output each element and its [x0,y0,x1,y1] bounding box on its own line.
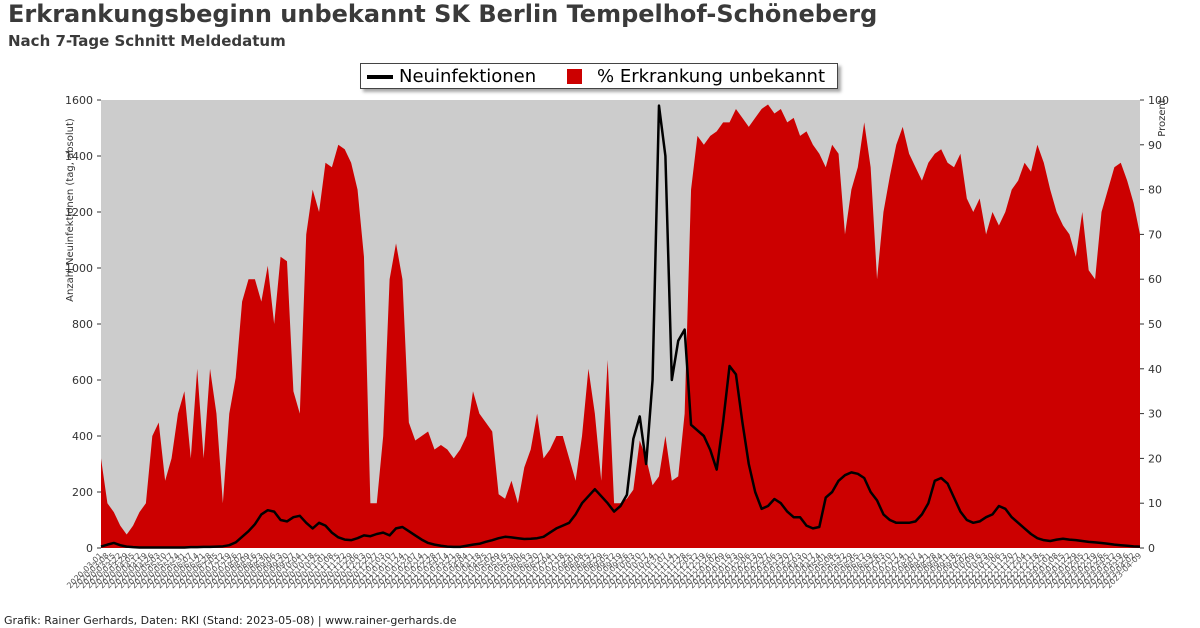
left-tick-label: 1600 [65,94,93,107]
left-axis-label: Anzahl Neuinfektionen (tag, absolut) [65,118,76,302]
right-axis: 0 10 20 30 40 50 60 70 80 90 100 [1140,94,1169,555]
right-tick-label: 100 [1148,94,1169,107]
left-tick-label: 200 [72,486,93,499]
legend-area-swatch [567,69,582,84]
left-tick-label: 600 [72,374,93,387]
series-area-erkrankung-unbekannt [101,104,1140,548]
legend: Neuinfektionen % Erkrankung unbekannt [360,63,838,89]
right-tick-label: 50 [1148,318,1162,331]
left-tick-label: 1200 [65,206,93,219]
legend-line-swatch [367,75,393,79]
series-line-neuinfektionen [100,104,1141,549]
chart-subtitle: Nach 7-Tage Schnitt Meldedatum [8,32,286,50]
right-tick-label: 80 [1148,184,1162,197]
chart-title: Erkrankungsbeginn unbekannt SK Berlin Te… [8,0,878,28]
right-tick-label: 60 [1148,273,1162,286]
left-tick-label: 0 [86,542,93,555]
left-tick-label: 1400 [65,150,93,163]
right-tick-label: 40 [1148,363,1162,376]
legend-label-erkrankung-unbekannt: % Erkrankung unbekannt [597,66,826,87]
x-axis: 2020-03-012020-03-082020-03-152020-03-22… [65,551,1143,590]
right-tick-label: 30 [1148,408,1162,421]
right-tick-label: 10 [1148,497,1162,510]
right-tick-label: 0 [1148,542,1155,555]
footer-credit: Grafik: Rainer Gerhards, Daten: RKI (Sta… [4,614,457,627]
right-tick-label: 90 [1148,139,1162,152]
left-tick-label: 400 [72,430,93,443]
right-tick-label: 20 [1148,452,1162,465]
left-tick-label: 800 [72,318,93,331]
left-axis: 0 200 400 600 800 1000 1200 1400 1600 [65,94,101,555]
right-axis-label: Prozent [1157,99,1168,137]
legend-label-neuinfektionen: Neuinfektionen [399,66,537,87]
left-tick-label: 1000 [65,262,93,275]
right-tick-label: 70 [1148,228,1162,241]
